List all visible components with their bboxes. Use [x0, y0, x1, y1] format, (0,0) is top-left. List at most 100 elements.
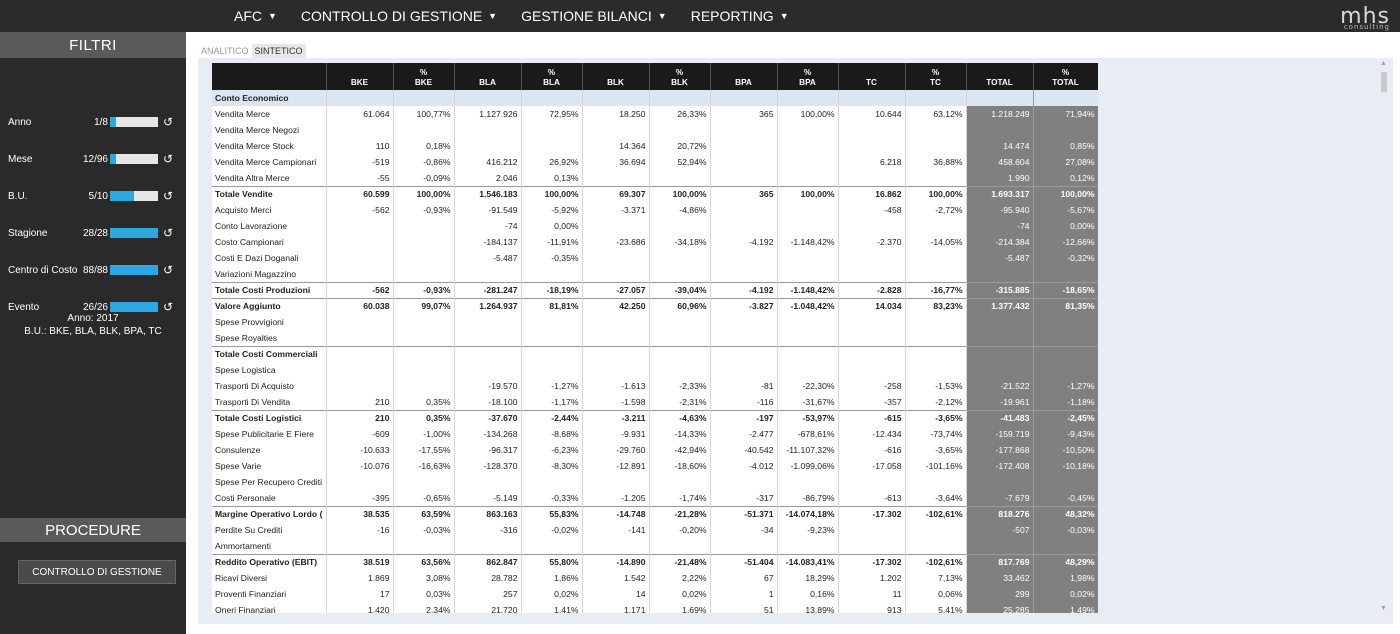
- filter-selection-bar[interactable]: [110, 302, 158, 312]
- value-cell: -678,61%: [777, 426, 839, 442]
- filter-selection-fill: [110, 265, 158, 275]
- value-cell: [454, 345, 522, 362]
- filter-selection-bar[interactable]: [110, 265, 158, 275]
- tab-analitico[interactable]: ANALITICO: [201, 46, 249, 56]
- scroll-up-icon[interactable]: ▲: [1380, 60, 1387, 67]
- table-row[interactable]: Perdite Su Crediti -16 -0,03% -316 -0,02% -14…: [212, 522, 1098, 538]
- column-header-bottom: BLK: [671, 78, 688, 87]
- value-cell: -134.268: [454, 426, 522, 442]
- table-row[interactable]: Ammortamenti: [212, 538, 1098, 554]
- filter-row: Evento 26/26 ↺: [0, 297, 186, 317]
- value-cell: 863.163: [454, 505, 522, 522]
- table-row[interactable]: Vendita Altra Merce -55 -0,09% 2.046 0,13% 1.…: [212, 170, 1098, 186]
- value-cell: [777, 90, 839, 106]
- reset-filter-icon[interactable]: ↺: [163, 226, 174, 240]
- table-row[interactable]: Totale Costi Logistici 210 0,35% -37.670 -2,…: [212, 409, 1098, 426]
- table-row[interactable]: Valore Aggiunto 60.038 99,07% 1.264.937 81,8…: [212, 297, 1098, 314]
- column-header[interactable]: BPA: [710, 63, 778, 90]
- filter-selection-bar[interactable]: [110, 191, 158, 201]
- column-header[interactable]: BLA: [454, 63, 522, 90]
- table-row[interactable]: Reddito Operativo (EBIT) 38.519 63,56% 862.…: [212, 553, 1098, 570]
- table-row[interactable]: Vendita Merce Campionari -519 -0,86% 416.21…: [212, 154, 1098, 170]
- column-header[interactable]: TC: [838, 63, 906, 90]
- value-cell: 1.546.183: [454, 185, 522, 202]
- column-header[interactable]: BKE: [326, 63, 394, 90]
- table-row[interactable]: Ricavi Diversi 1.869 3,08% 28.782 1,86% 1.542…: [212, 570, 1098, 586]
- column-header[interactable]: BLK: [582, 63, 650, 90]
- value-cell: 100,00%: [649, 185, 711, 202]
- scroll-thumb[interactable]: [1381, 72, 1387, 92]
- table-row[interactable]: Spese Publicitarie E Fiere -609 -1,00% -134…: [212, 426, 1098, 442]
- value-cell: -184.137: [454, 234, 522, 250]
- value-cell: 1.127.926: [454, 106, 522, 122]
- value-cell: [649, 362, 711, 378]
- table-row[interactable]: Acquisto Merci -562 -0,93% -91.549 -5,92% -3.…: [212, 202, 1098, 218]
- column-header[interactable]: % TOTAL: [1033, 63, 1098, 90]
- reset-filter-icon[interactable]: ↺: [163, 189, 174, 203]
- reset-filter-icon[interactable]: ↺: [163, 263, 174, 277]
- column-header[interactable]: % TC: [905, 63, 967, 90]
- value-cell: 2,22%: [649, 570, 711, 586]
- row-label-cell: Trasporti Di Vendita: [212, 394, 327, 410]
- table-row[interactable]: Conto Lavorazione -74 0,00% -74 0,00%: [212, 218, 1098, 234]
- value-cell: -1.099,06%: [777, 458, 839, 474]
- column-header[interactable]: [212, 63, 327, 90]
- vertical-scrollbar[interactable]: ▲ ▼: [1380, 60, 1387, 612]
- table-row[interactable]: Vendita Merce Negozi: [212, 122, 1098, 138]
- column-header[interactable]: % BLK: [649, 63, 711, 90]
- reset-filter-icon[interactable]: ↺: [163, 152, 174, 166]
- procedure-controllo-button[interactable]: CONTROLLO DI GESTIONE: [18, 560, 176, 584]
- value-cell: [454, 266, 522, 282]
- value-cell: 99,07%: [393, 297, 455, 314]
- table-row[interactable]: Costi E Dazi Doganali -5.487 -0,35% -5.487-…: [212, 250, 1098, 266]
- value-cell: 1,49%: [1033, 602, 1098, 613]
- column-header[interactable]: % BLA: [521, 63, 583, 90]
- filter-selection-bar[interactable]: [110, 228, 158, 238]
- table-row[interactable]: Spese Varie -10.076 -16,63% -128.370 -8,30% -…: [212, 458, 1098, 474]
- value-cell: [326, 90, 394, 106]
- table-row[interactable]: Totale Costi Commerciali: [212, 345, 1098, 362]
- reset-filter-icon[interactable]: ↺: [163, 115, 174, 129]
- menu-afc[interactable]: AFC ▼: [234, 8, 277, 24]
- value-cell: -17.302: [838, 505, 906, 522]
- value-cell: -42,94%: [649, 442, 711, 458]
- column-header-bottom: TC: [866, 78, 877, 87]
- table-row[interactable]: Vendita Merce Stock 110 0,18% 14.364 20,72% 1…: [212, 138, 1098, 154]
- filter-selection-bar[interactable]: [110, 117, 158, 127]
- tab-sintetico[interactable]: SINTETICO: [251, 44, 306, 58]
- table-row[interactable]: Spese Per Recupero Crediti: [212, 474, 1098, 490]
- value-cell: 1,98%: [1033, 570, 1098, 586]
- column-header-bottom: BLK: [607, 78, 624, 87]
- row-label-cell: Totale Vendite: [212, 185, 327, 202]
- table-row[interactable]: Trasporti Di Acquisto -19.570 -1,27% -1.613…: [212, 378, 1098, 394]
- value-cell: -5.487: [966, 250, 1034, 266]
- table-row[interactable]: Totale Vendite 60.599 100,00% 1.546.183 100,…: [212, 185, 1098, 202]
- table-row[interactable]: Variazioni Magazzino: [212, 266, 1098, 282]
- table-row[interactable]: Vendita Merce 61.064 100,77% 1.127.926 72,95…: [212, 106, 1098, 122]
- column-header[interactable]: % BPA: [777, 63, 839, 90]
- value-cell: [838, 218, 906, 234]
- table-row[interactable]: Consulenze -10.633 -17,55% -96.317 -6,23% -29…: [212, 442, 1098, 458]
- table-row[interactable]: Spese Logistica: [212, 362, 1098, 378]
- table-row[interactable]: Costi Personale -395 -0,65% -5.149 -0,33% -1.…: [212, 490, 1098, 506]
- column-header[interactable]: TOTAL: [966, 63, 1034, 90]
- table-row[interactable]: Margine Operativo Lordo (38.535 63,59% 863…: [212, 505, 1098, 522]
- reset-filter-icon[interactable]: ↺: [163, 300, 174, 314]
- table-row[interactable]: Costo Campionari -184.137 -11,91% -23.686 -3…: [212, 234, 1098, 250]
- table-row[interactable]: Spese Royalties: [212, 330, 1098, 346]
- value-cell: 1.218.249: [966, 106, 1034, 122]
- table-row[interactable]: Oneri Finanziari 1.420 2,34% 21.720 1,41% 1.1…: [212, 602, 1098, 613]
- menu-controllo-di-gestione[interactable]: CONTROLLO DI GESTIONE ▼: [301, 8, 497, 24]
- filter-selection-bar[interactable]: [110, 154, 158, 164]
- column-header[interactable]: % BKE: [393, 63, 455, 90]
- table-row[interactable]: Spese Provvigioni: [212, 314, 1098, 330]
- table-row[interactable]: Totale Costi Produzioni -562 -0,93% -281.24…: [212, 281, 1098, 298]
- scroll-down-icon[interactable]: ▼: [1380, 605, 1387, 612]
- value-cell: 913: [838, 602, 906, 613]
- value-cell: [777, 154, 839, 170]
- table-row[interactable]: Trasporti Di Vendita 210 0,35% -18.100 -1,17…: [212, 394, 1098, 410]
- table-row[interactable]: Proventi Finanziari 17 0,03% 257 0,02% 14 0,02…: [212, 586, 1098, 602]
- menu-gestione-bilanci[interactable]: GESTIONE BILANCI ▼: [521, 8, 667, 24]
- table-row[interactable]: Conto Economico: [212, 90, 1098, 106]
- menu-reporting[interactable]: REPORTING ▼: [691, 8, 789, 24]
